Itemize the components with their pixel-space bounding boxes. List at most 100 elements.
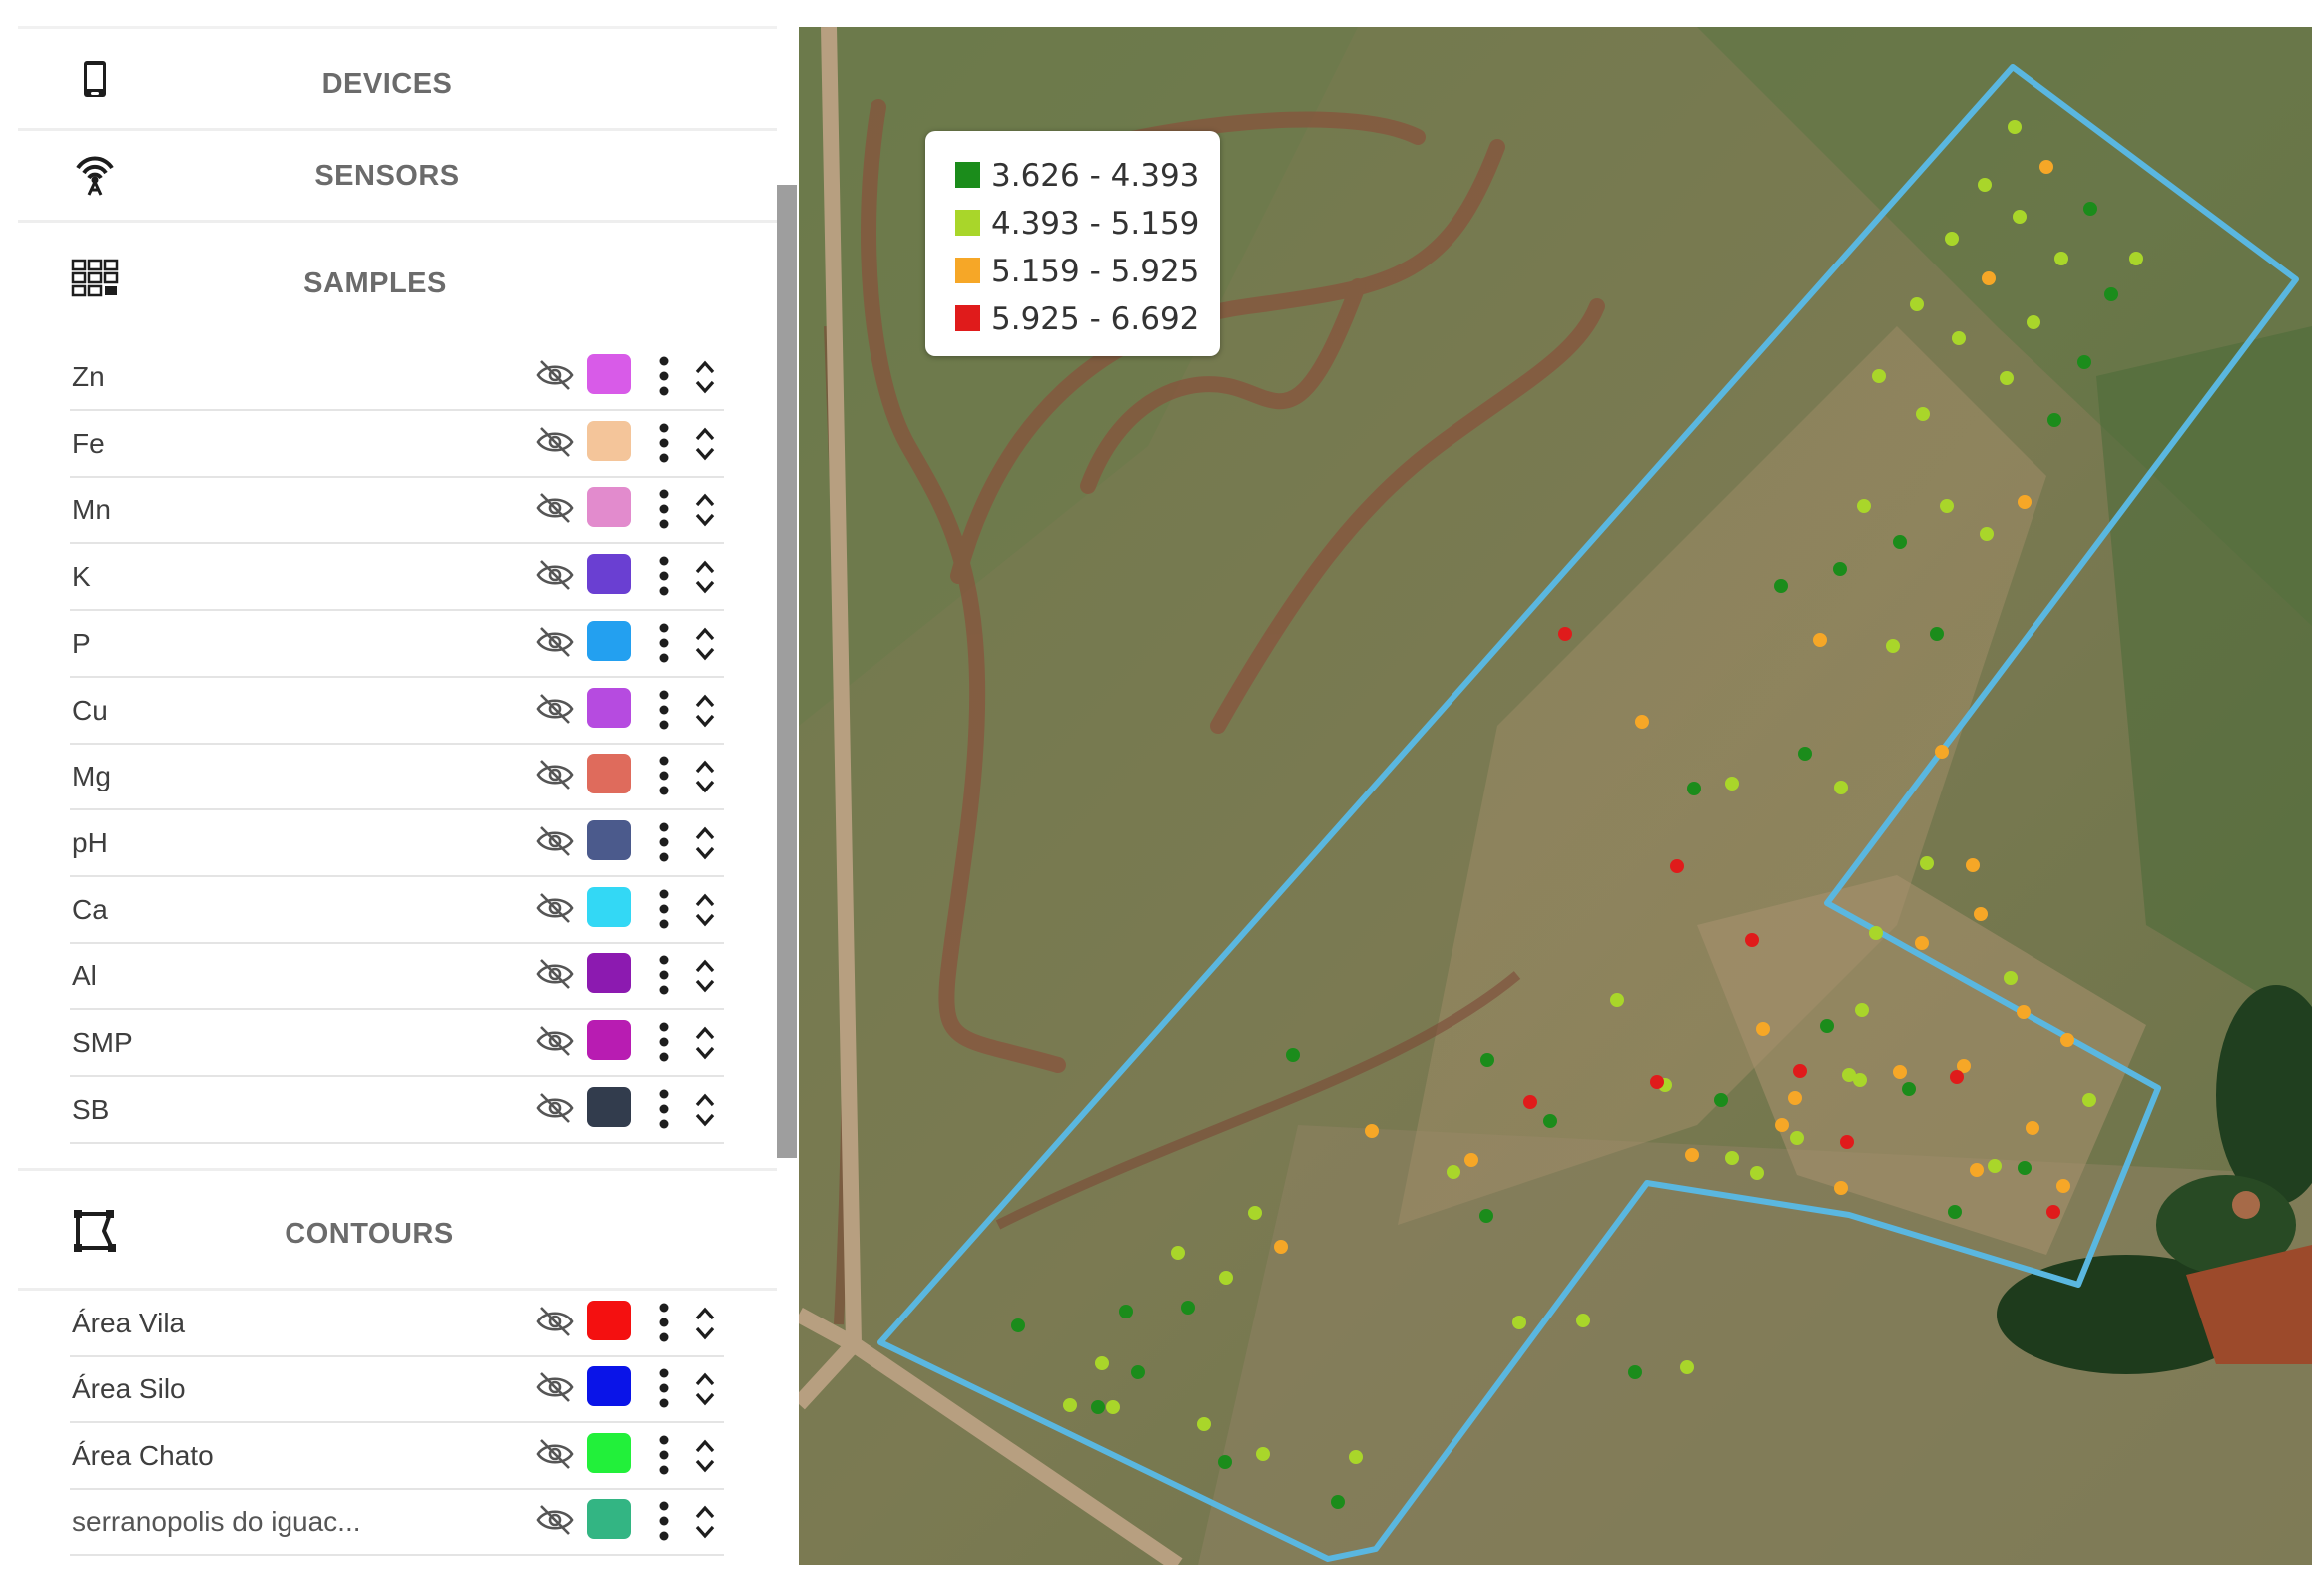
reorder-icon[interactable] (694, 956, 716, 996)
section-devices[interactable]: DEVICES (18, 38, 777, 126)
contours-row[interactable]: Área Chato (70, 1422, 724, 1490)
sample-point[interactable] (1670, 859, 1684, 873)
more-vert-icon[interactable] (657, 355, 671, 397)
sample-point[interactable] (1935, 745, 1949, 759)
sample-point[interactable] (2013, 210, 2027, 224)
more-vert-icon[interactable] (657, 1500, 671, 1542)
sample-point[interactable] (1095, 1356, 1109, 1370)
color-swatch[interactable] (587, 1366, 631, 1407)
sample-point[interactable] (2129, 252, 2143, 265)
reorder-icon[interactable] (694, 357, 716, 397)
sample-point[interactable] (1349, 1450, 1363, 1464)
sample-point[interactable] (1980, 527, 1994, 541)
reorder-icon[interactable] (694, 624, 716, 664)
satellite-map[interactable]: 3.626 - 4.393 4.393 - 5.159 5.159 - 5.925 5… (799, 27, 2312, 1565)
sample-point[interactable] (1610, 993, 1624, 1007)
sample-point[interactable] (1063, 1398, 1077, 1412)
reorder-icon[interactable] (694, 890, 716, 930)
sample-point[interactable] (2047, 413, 2061, 427)
sample-point[interactable] (1910, 297, 1924, 311)
visibility-off-icon[interactable] (535, 1023, 575, 1059)
reorder-icon[interactable] (694, 1502, 716, 1542)
more-vert-icon[interactable] (657, 1021, 671, 1063)
sample-point[interactable] (1512, 1316, 1526, 1329)
more-vert-icon[interactable] (657, 1302, 671, 1343)
color-swatch[interactable] (587, 354, 631, 394)
contours-row[interactable]: serranopolis do iguac... (70, 1488, 724, 1556)
visibility-off-icon[interactable] (535, 890, 575, 926)
samples-row[interactable]: Cu (70, 677, 724, 745)
sample-point[interactable] (1091, 1400, 1105, 1414)
sample-point[interactable] (1331, 1495, 1345, 1509)
more-vert-icon[interactable] (657, 622, 671, 664)
sample-point[interactable] (1974, 907, 1988, 921)
sample-point[interactable] (1543, 1114, 1557, 1128)
reorder-icon[interactable] (694, 424, 716, 464)
sample-point[interactable] (1685, 1148, 1699, 1162)
sample-point[interactable] (1916, 407, 1930, 421)
color-swatch[interactable] (587, 1498, 631, 1539)
sample-point[interactable] (1834, 781, 1848, 794)
sample-point[interactable] (2077, 355, 2091, 369)
visibility-off-icon[interactable] (535, 1436, 575, 1472)
sample-point[interactable] (1464, 1153, 1478, 1167)
samples-row[interactable]: Zn (70, 343, 724, 411)
visibility-off-icon[interactable] (535, 490, 575, 526)
color-swatch[interactable] (587, 487, 631, 528)
sample-point[interactable] (1171, 1246, 1185, 1260)
color-swatch[interactable] (587, 1432, 631, 1473)
sample-point[interactable] (2039, 160, 2053, 174)
sample-point[interactable] (1635, 715, 1649, 729)
sample-point[interactable] (1920, 856, 1934, 870)
sample-point[interactable] (2008, 120, 2022, 134)
color-swatch[interactable] (587, 554, 631, 595)
samples-row[interactable]: Ca (70, 876, 724, 944)
color-swatch[interactable] (587, 420, 631, 461)
sample-point[interactable] (1952, 331, 1966, 345)
sample-point[interactable] (2027, 315, 2040, 329)
more-vert-icon[interactable] (657, 755, 671, 796)
section-samples[interactable]: SAMPLES (18, 238, 777, 325)
visibility-off-icon[interactable] (535, 357, 575, 393)
sample-point[interactable] (1966, 858, 1980, 872)
samples-row[interactable]: K (70, 543, 724, 612)
sample-point[interactable] (2046, 1205, 2060, 1219)
sample-point[interactable] (1628, 1365, 1642, 1379)
sample-point[interactable] (1131, 1365, 1145, 1379)
samples-row[interactable]: Al (70, 942, 724, 1011)
color-swatch[interactable] (587, 886, 631, 927)
sample-point[interactable] (1756, 1022, 1770, 1036)
sample-point[interactable] (1680, 1360, 1694, 1374)
more-vert-icon[interactable] (657, 888, 671, 930)
samples-row[interactable]: P (70, 610, 724, 678)
sample-point[interactable] (1930, 627, 1944, 641)
sample-point[interactable] (2104, 287, 2118, 301)
visibility-off-icon[interactable] (535, 1090, 575, 1126)
reorder-icon[interactable] (694, 557, 716, 597)
sample-point[interactable] (1902, 1082, 1916, 1096)
visibility-off-icon[interactable] (535, 624, 575, 660)
sample-point[interactable] (1840, 1135, 1854, 1149)
color-swatch[interactable] (587, 1301, 631, 1340)
color-swatch[interactable] (587, 819, 631, 860)
more-vert-icon[interactable] (657, 954, 671, 996)
sample-point[interactable] (1725, 777, 1739, 791)
sample-point[interactable] (1576, 1314, 1590, 1327)
sample-point[interactable] (1915, 936, 1929, 950)
sample-point[interactable] (2018, 495, 2032, 509)
color-swatch[interactable] (587, 754, 631, 794)
field-boundary[interactable] (877, 64, 2299, 1562)
sample-point[interactable] (2026, 1121, 2039, 1135)
visibility-off-icon[interactable] (535, 1502, 575, 1538)
reorder-icon[interactable] (694, 1023, 716, 1063)
sample-point[interactable] (2000, 371, 2014, 385)
contours-row[interactable]: Área Vila (70, 1290, 724, 1357)
sample-point[interactable] (1714, 1093, 1728, 1107)
reorder-icon[interactable] (694, 1090, 716, 1130)
sample-point[interactable] (1857, 499, 1871, 513)
sample-point[interactable] (1745, 933, 1759, 947)
reorder-icon[interactable] (694, 823, 716, 863)
more-vert-icon[interactable] (657, 555, 671, 597)
more-vert-icon[interactable] (657, 1088, 671, 1130)
sample-point[interactable] (1775, 1118, 1789, 1132)
